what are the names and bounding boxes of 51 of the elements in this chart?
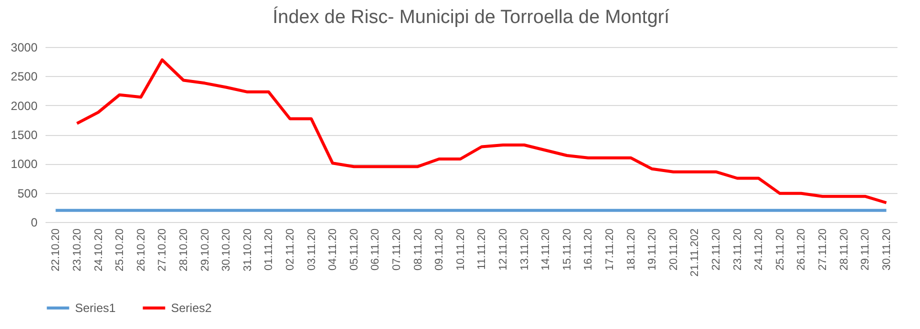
y-tick-label: 0 xyxy=(30,216,38,230)
x-tick-label: 30.10.20 xyxy=(220,228,233,272)
x-tick-label: 14.11.20 xyxy=(540,228,552,271)
x-tick-label: 07.11.20 xyxy=(390,228,403,271)
x-tick-label: 24.11.20 xyxy=(753,228,766,271)
y-tick-label: 1500 xyxy=(10,128,38,142)
x-tick-label: 23.10.20 xyxy=(71,228,84,272)
y-tick-label: 1000 xyxy=(10,157,38,172)
x-tick-label: 26.10.20 xyxy=(135,228,148,272)
legend-label: Series1 xyxy=(75,301,116,315)
x-tick-label: 10.11.20 xyxy=(454,228,467,271)
x-tick-label: 22.11.20 xyxy=(710,228,722,271)
x-tick-label: 29.11.20 xyxy=(860,228,872,271)
x-tick-label: 16.11.20 xyxy=(582,228,595,271)
legend-label: Series2 xyxy=(171,301,212,315)
x-tick-label: 18.11.20 xyxy=(625,228,638,271)
y-tick-label: 3000 xyxy=(10,40,38,54)
x-tick-label: 28.11.20 xyxy=(838,228,850,271)
x-tick-label: 02.11.20 xyxy=(284,228,296,271)
x-tick-label: 31.10.20 xyxy=(242,228,254,272)
y-tick-label: 2500 xyxy=(10,70,38,84)
x-tick-label: 30.11.20 xyxy=(880,228,893,271)
x-tick-label: 24.10.20 xyxy=(92,228,105,272)
chart-title: Índex de Risc- Municipi de Torroella de Montgrí xyxy=(272,6,670,28)
x-tick-label: 19.11.20 xyxy=(646,228,659,271)
x-tick-label: 08.11.20 xyxy=(412,228,424,271)
x-tick-label: 27.11.20 xyxy=(816,228,829,271)
x-tick-label: 04.11.20 xyxy=(327,228,340,271)
x-tick-label: 27.10.20 xyxy=(156,228,169,272)
x-tick-label: 09.11.20 xyxy=(434,228,446,271)
x-tick-label: 20.11.20 xyxy=(668,228,680,271)
x-tick-label: 12.11.20 xyxy=(497,228,510,271)
x-tick-label: 29.10.20 xyxy=(199,228,212,272)
x-tick-label: 25.11.20 xyxy=(774,228,786,271)
x-tick-label: 15.11.20 xyxy=(561,228,574,271)
x-tick-label: 23.11.20 xyxy=(732,228,744,271)
x-tick-label: 06.11.20 xyxy=(370,228,382,271)
x-tick-label: 17.11.20 xyxy=(604,228,616,271)
line-series xyxy=(75,58,888,204)
x-tick-label: 13.11.20 xyxy=(518,228,531,271)
x-tick-label: 01.11.20 xyxy=(263,228,276,271)
y-tick-label: 500 xyxy=(17,186,38,200)
x-tick-label: 03.11.20 xyxy=(306,228,318,271)
x-tick-label: 21.11.202 xyxy=(689,228,702,277)
y-tick-label: 2000 xyxy=(10,98,38,113)
x-tick-label: 05.11.20 xyxy=(348,228,360,271)
x-tick-label: 22.10.20 xyxy=(50,228,62,272)
x-tick-label: 25.10.20 xyxy=(114,228,126,272)
x-tick-label: 11.11.20 xyxy=(476,228,488,270)
x-tick-label: 28.10.20 xyxy=(178,228,190,272)
x-tick-label: 26.11.20 xyxy=(796,228,808,271)
